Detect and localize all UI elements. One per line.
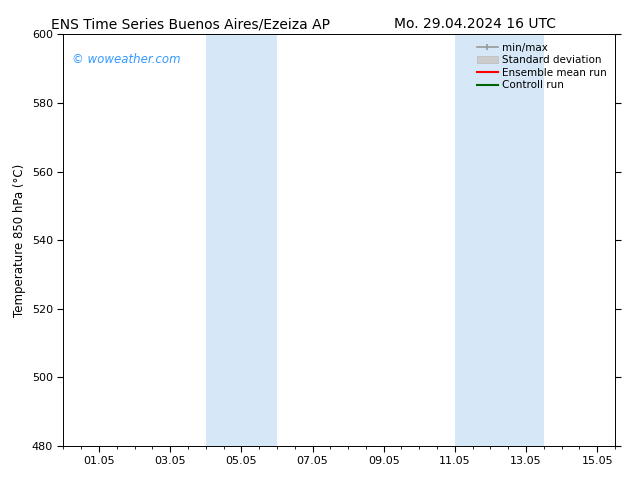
- Y-axis label: Temperature 850 hPa (°C): Temperature 850 hPa (°C): [13, 164, 26, 317]
- Legend: min/max, Standard deviation, Ensemble mean run, Controll run: min/max, Standard deviation, Ensemble me…: [474, 40, 610, 94]
- Text: ENS Time Series Buenos Aires/Ezeiza AP: ENS Time Series Buenos Aires/Ezeiza AP: [51, 17, 330, 31]
- Bar: [206, 34, 277, 446]
- Text: © woweather.com: © woweather.com: [72, 53, 180, 66]
- Bar: [455, 34, 544, 446]
- Text: Mo. 29.04.2024 16 UTC: Mo. 29.04.2024 16 UTC: [394, 17, 557, 31]
